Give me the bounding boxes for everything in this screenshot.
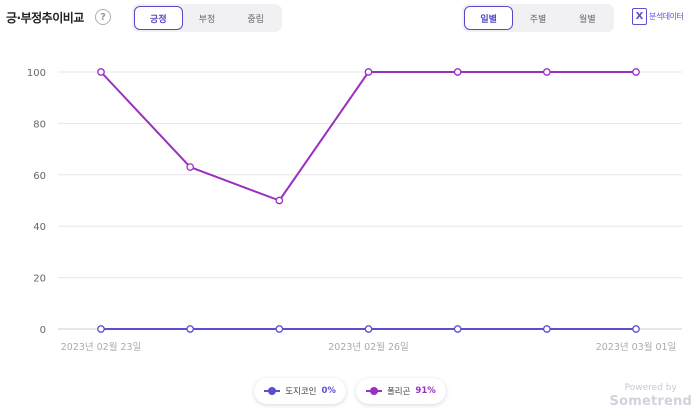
line-chart: 0 20 40 60 80 100 2023년 02월 23일 2023년 02월 26일 20…	[27, 68, 682, 353]
data-point	[632, 325, 640, 333]
tab-positive[interactable]: 긍정	[134, 6, 183, 30]
data-point	[364, 68, 373, 76]
legend-percent-dogecoin: 0%	[321, 386, 336, 396]
y-tick-label: 60	[33, 171, 46, 182]
data-point	[632, 68, 640, 76]
sentiment-toggle: 긍정 부정 중립	[132, 4, 282, 32]
help-icon[interactable]: ?	[95, 9, 111, 25]
data-point	[97, 68, 105, 76]
series-line	[100, 71, 636, 202]
y-tick-label: 80	[33, 119, 46, 130]
legend: 도지코인 0% 폴리곤 91%	[0, 378, 700, 404]
sometrend-logo: Sometrend	[609, 394, 692, 409]
legend-label-dogecoin: 도지코인	[285, 387, 317, 397]
tab-daily[interactable]: 일별	[464, 6, 514, 30]
legend-marker-polygon	[365, 387, 382, 395]
chart-header: 긍·부정추이비교 ? 긍정 부정 중립 일별 주별 월별 X 분석데이터	[0, 0, 700, 40]
legend-percent-polygon: 91%	[415, 386, 436, 396]
export-data-button[interactable]: X 분석데이터	[632, 8, 684, 25]
powered-by-text: Powered by	[624, 383, 677, 393]
data-point	[275, 325, 284, 333]
tab-monthly[interactable]: 월별	[579, 14, 596, 25]
chart-title: 긍·부정추이비교	[6, 11, 84, 25]
period-toggle: 일별 주별 월별	[462, 4, 614, 32]
y-tick-label: 20	[33, 274, 46, 285]
x-tick-label: 2023년 02월 23일	[61, 341, 142, 353]
data-point	[542, 325, 551, 333]
y-tick-label: 40	[33, 222, 46, 233]
y-tick-label: 0	[40, 325, 46, 336]
data-point	[97, 325, 105, 333]
legend-item-polygon[interactable]: 폴리곤 91%	[355, 378, 446, 404]
tab-negative[interactable]: 부정	[198, 14, 216, 25]
data-point	[275, 196, 284, 205]
data-point	[186, 163, 195, 171]
legend-label-polygon: 폴리곤	[386, 387, 411, 397]
export-data-label: 분석데이터	[649, 12, 684, 21]
data-point	[364, 325, 373, 333]
excel-icon: X	[632, 8, 647, 25]
powered-by-watermark: Powered by Sometrend	[610, 383, 692, 409]
data-point	[453, 325, 462, 333]
tab-weekly[interactable]: 주별	[529, 14, 547, 25]
x-tick-label: 2023년 02월 26일	[328, 341, 409, 353]
x-tick-label: 2023년 03월 01일	[596, 341, 677, 353]
legend-marker-dogecoin	[264, 387, 281, 395]
y-tick-label: 100	[27, 68, 46, 79]
data-point	[186, 325, 195, 333]
tab-neutral[interactable]: 중립	[247, 14, 264, 25]
data-point	[453, 68, 462, 76]
legend-item-dogecoin[interactable]: 도지코인 0%	[254, 378, 346, 404]
data-point	[542, 68, 551, 76]
